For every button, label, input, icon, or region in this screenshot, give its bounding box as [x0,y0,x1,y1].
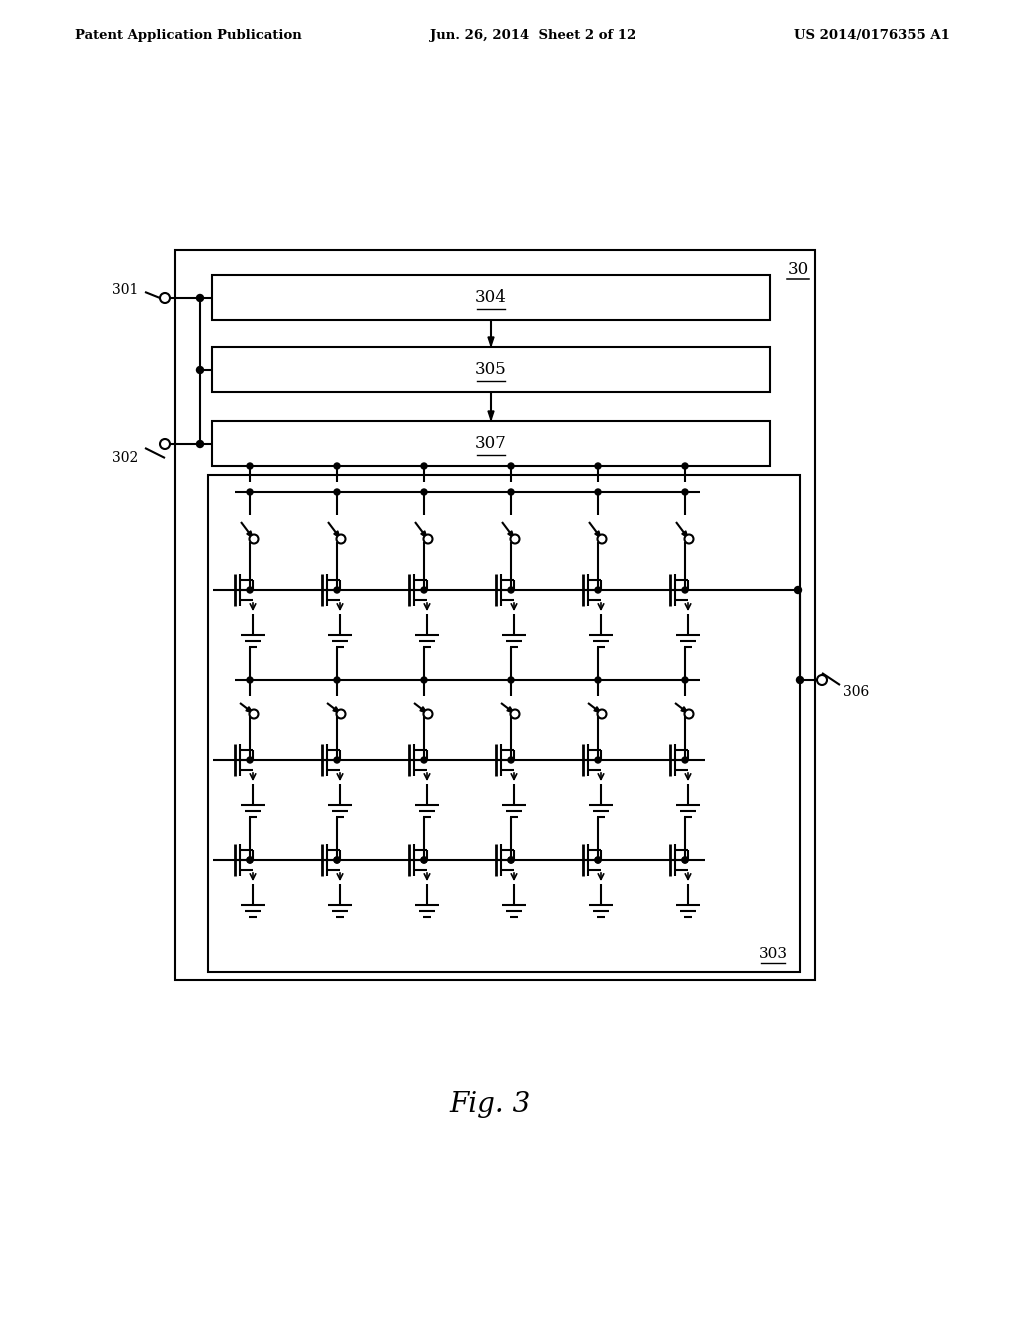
Polygon shape [507,706,514,713]
Polygon shape [682,531,688,539]
Circle shape [795,586,802,594]
Polygon shape [247,531,253,539]
Circle shape [682,488,688,495]
Circle shape [684,535,693,544]
Circle shape [334,463,340,469]
Circle shape [421,857,427,863]
Circle shape [421,677,427,682]
Circle shape [197,367,204,374]
Text: Jun. 26, 2014  Sheet 2 of 12: Jun. 26, 2014 Sheet 2 of 12 [430,29,636,41]
Circle shape [247,857,253,863]
Circle shape [508,756,514,763]
Circle shape [511,710,519,718]
Text: 30: 30 [787,261,809,279]
Circle shape [334,857,340,863]
Circle shape [597,710,606,718]
Text: US 2014/0176355 A1: US 2014/0176355 A1 [795,29,950,41]
Polygon shape [421,531,427,539]
Text: 305: 305 [475,360,507,378]
Polygon shape [681,706,688,713]
Circle shape [334,488,340,495]
Circle shape [682,857,688,863]
Circle shape [197,294,204,301]
Circle shape [250,535,258,544]
Circle shape [684,710,693,718]
Circle shape [247,677,253,682]
Circle shape [508,677,514,682]
Circle shape [595,463,601,469]
Text: Fig. 3: Fig. 3 [450,1092,530,1118]
Circle shape [250,710,258,718]
Circle shape [334,756,340,763]
Circle shape [597,535,606,544]
Bar [212,347,770,392]
Polygon shape [508,531,514,539]
Circle shape [682,463,688,469]
Circle shape [817,675,827,685]
Circle shape [508,488,514,495]
Circle shape [682,756,688,763]
Text: Patent Application Publication: Patent Application Publication [75,29,302,41]
Polygon shape [420,706,427,713]
Circle shape [595,587,601,593]
Circle shape [595,756,601,763]
Circle shape [247,587,253,593]
Circle shape [247,463,253,469]
Circle shape [682,677,688,682]
Polygon shape [488,411,494,420]
Circle shape [421,756,427,763]
Text: 302: 302 [112,451,138,465]
Circle shape [334,857,340,863]
Circle shape [682,587,688,593]
Circle shape [337,535,345,544]
Circle shape [508,463,514,469]
Polygon shape [246,706,253,713]
Polygon shape [334,531,340,539]
Circle shape [424,535,432,544]
Circle shape [508,857,514,863]
Circle shape [421,857,427,863]
Bar [212,275,770,319]
Circle shape [160,440,170,449]
Circle shape [421,587,427,593]
Circle shape [160,293,170,304]
Circle shape [595,857,601,863]
Circle shape [595,857,601,863]
Text: 307: 307 [475,436,507,451]
Circle shape [508,587,514,593]
Text: 304: 304 [475,289,507,306]
Polygon shape [594,706,601,713]
Circle shape [508,857,514,863]
Text: 306: 306 [843,685,869,700]
Circle shape [247,756,253,763]
Circle shape [334,587,340,593]
Circle shape [247,857,253,863]
Text: 303: 303 [759,946,787,961]
Text: 301: 301 [112,282,138,297]
Bar [208,475,800,972]
Polygon shape [488,337,494,346]
Circle shape [682,857,688,863]
Circle shape [197,441,204,447]
Circle shape [421,463,427,469]
Circle shape [797,676,804,684]
Circle shape [337,710,345,718]
Bar [175,249,815,979]
Circle shape [334,677,340,682]
Circle shape [595,488,601,495]
Bar [212,421,770,466]
Polygon shape [595,531,601,539]
Circle shape [595,677,601,682]
Circle shape [421,488,427,495]
Circle shape [424,710,432,718]
Polygon shape [333,706,340,713]
Circle shape [247,488,253,495]
Circle shape [511,535,519,544]
